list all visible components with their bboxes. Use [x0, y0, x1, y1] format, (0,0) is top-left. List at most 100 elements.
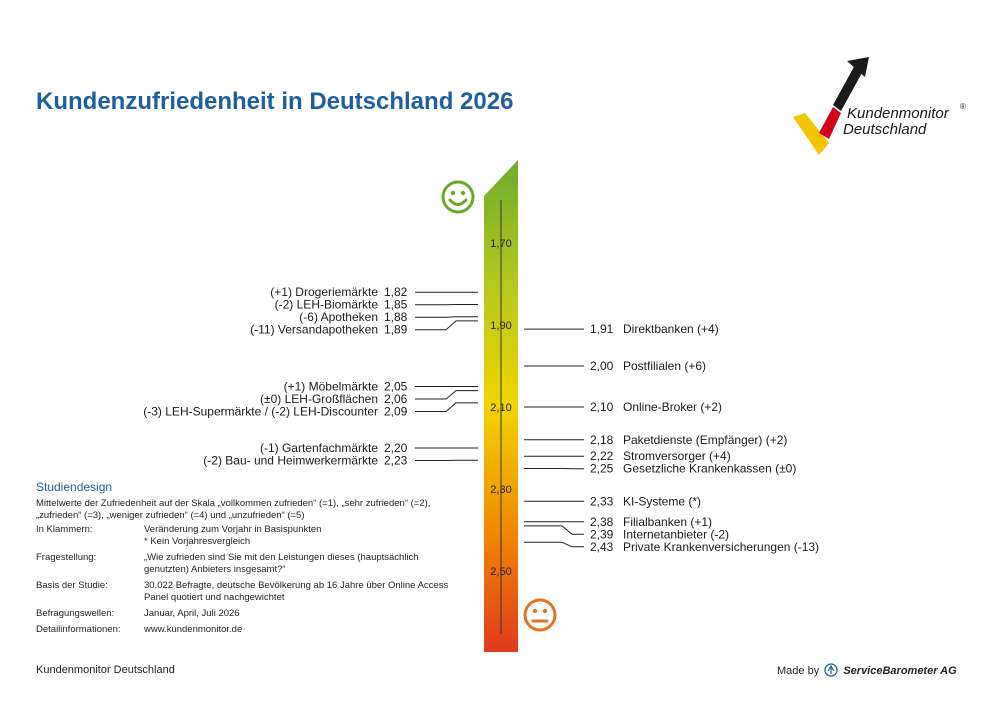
- study-value: 30.022 Befragte, deutsche Bevölkerung ab…: [144, 580, 449, 603]
- right-category-label: Stromversorger (+4): [623, 449, 731, 463]
- study-intro: Mittelwerte der Zufriedenheit auf der Sk…: [36, 498, 431, 521]
- left-category-item: (+1) Möbelmärkte 2,05: [284, 380, 478, 394]
- neutral-smiley-icon: [523, 598, 557, 632]
- study-key: Detailinformationen:: [36, 624, 121, 635]
- study-key: Basis der Studie:: [36, 580, 108, 591]
- footer-made-by: Made by ServiceBarometer AG: [777, 663, 957, 677]
- study-row: Basis der Studie: 30.022 Befragte, deuts…: [36, 576, 466, 604]
- left-category-item: (-2) LEH-Biomärkte 1,85: [275, 298, 478, 312]
- study-row: Fragestellung: „Wie zufrieden sind Sie m…: [36, 548, 466, 576]
- left-leader-line: [415, 402, 478, 412]
- study-row: Befragungswellen: Januar, April, Juli 20…: [36, 604, 466, 620]
- right-category-value: 2,22: [590, 449, 614, 463]
- made-by-label: Made by: [777, 665, 820, 677]
- left-category-label: (-2) Bau- und Heimwerkermärkte: [203, 454, 378, 468]
- left-category-value: 2,06: [384, 392, 408, 406]
- left-category-label: (-2) LEH-Biomärkte: [275, 298, 379, 312]
- right-category-label: Postfilialen (+6): [623, 359, 706, 373]
- left-category-value: 2,09: [384, 405, 408, 419]
- logo-registered: ®: [960, 102, 966, 111]
- left-category-label: (+1) Möbelmärkte: [284, 380, 379, 394]
- left-category-value: 1,88: [384, 310, 408, 324]
- right-category-value: 2,33: [590, 494, 614, 508]
- logo-line1: Kundenmonitor: [847, 105, 950, 122]
- study-value: Veränderung zum Vorjahr in Basispunkten: [144, 524, 322, 535]
- left-category-item: (-3) LEH-Supermärkte / (-2) LEH-Discount…: [143, 402, 478, 419]
- right-category-label: Online-Broker (+2): [623, 400, 722, 414]
- right-leader-line: [524, 525, 584, 535]
- right-category-item: 2,00 Postfilialen (+6): [524, 359, 706, 373]
- study-row: Detailinformationen: www.kundenmonitor.d…: [36, 620, 466, 636]
- right-category-value: 2,18: [590, 433, 614, 447]
- left-category-value: 2,20: [384, 441, 408, 455]
- left-category-label: (±0) LEH-Großflächen: [260, 392, 378, 406]
- left-leader-line: [415, 320, 478, 331]
- left-category-item: (-11) Versandapotheken 1,89: [250, 320, 478, 337]
- left-category-item: (-1) Gartenfachmärkte 2,20: [260, 441, 478, 455]
- right-category-item: 2,18 Paketdienste (Empfänger) (+2): [524, 433, 787, 447]
- scale-tick-label: 2,50: [490, 566, 511, 578]
- right-category-value: 2,00: [590, 359, 614, 373]
- scale-tick-label: 1,70: [490, 238, 511, 250]
- study-heading: Studiendesign: [36, 480, 113, 494]
- right-category-label: Filialbanken (+1): [623, 515, 712, 529]
- left-category-item: (+1) Drogeriemärkte 1,82: [270, 285, 478, 299]
- servicebarometer-icon: [824, 663, 838, 677]
- right-category-item: 2,25 Gesetzliche Krankenkassen (±0): [524, 462, 796, 476]
- study-value: „Wie zufrieden sind Sie mit den Leistung…: [144, 552, 419, 575]
- right-category-item: 2,43 Private Krankenversicherungen (-13): [524, 540, 819, 554]
- study-value[interactable]: www.kundenmonitor.de: [144, 624, 243, 635]
- right-category-value: 1,91: [590, 322, 614, 336]
- study-key: Fragestellung:: [36, 552, 97, 563]
- right-category-label: Gesetzliche Krankenkassen (±0): [623, 462, 796, 476]
- scale-tick-label: 1,90: [490, 320, 511, 332]
- right-category-value: 2,25: [590, 462, 614, 476]
- servicebarometer-brand: ServiceBarometer AG: [843, 665, 957, 677]
- right-category-value: 2,38: [590, 515, 614, 529]
- left-category-value: 1,89: [384, 323, 408, 337]
- study-value: Januar, April, Juli 2026: [144, 608, 240, 619]
- right-category-value: 2,39: [590, 527, 614, 541]
- study-key: In Klammern:: [36, 524, 93, 535]
- left-category-value: 2,05: [384, 380, 408, 394]
- footer-left-text: Kundenmonitor Deutschland: [36, 664, 175, 676]
- left-category-value: 1,85: [384, 298, 408, 312]
- left-category-item: (-6) Apotheken 1,88: [299, 310, 478, 324]
- kundenmonitor-logo: Kundenmonitor ® Deutschland: [785, 55, 985, 165]
- left-category-label: (-3) LEH-Supermärkte / (-2) LEH-Discount…: [143, 405, 378, 419]
- study-table: In Klammern: Veränderung zum Vorjahr in …: [36, 524, 466, 636]
- left-category-item: (-2) Bau- und Heimwerkermärkte 2,23: [203, 454, 478, 468]
- right-category-value: 2,43: [590, 540, 614, 554]
- right-category-item: 2,10 Online-Broker (+2): [524, 400, 722, 414]
- right-category-item: 2,38 Filialbanken (+1): [524, 515, 712, 529]
- right-category-label: Paketdienste (Empfänger) (+2): [623, 433, 787, 447]
- scale-tick-label: 2,10: [490, 402, 511, 414]
- left-category-value: 2,23: [384, 454, 408, 468]
- left-leader-line: [415, 390, 478, 400]
- scale-tick-label: 2,30: [490, 484, 511, 496]
- left-category-label: (-6) Apotheken: [299, 310, 378, 324]
- right-category-label: Direktbanken (+4): [623, 322, 719, 336]
- study-key: Befragungswellen:: [36, 608, 115, 619]
- right-category-value: 2,10: [590, 400, 614, 414]
- left-category-value: 1,82: [384, 285, 408, 299]
- right-leader-line: [524, 541, 584, 548]
- right-category-item: 2,33 KI-Systeme (*): [524, 494, 701, 508]
- happy-smiley-icon: [441, 180, 475, 214]
- study-design: Studiendesign Mittelwerte der Zufriedenh…: [36, 481, 466, 636]
- right-category-label: Private Krankenversicherungen (-13): [623, 540, 819, 554]
- left-category-label: (+1) Drogeriemärkte: [270, 285, 378, 299]
- right-category-item: 2,22 Stromversorger (+4): [524, 449, 731, 463]
- study-extra: * Kein Vorjahresvergleich: [144, 536, 251, 547]
- page-title: Kundenzufriedenheit in Deutschland 2026: [36, 88, 514, 115]
- left-category-label: (-11) Versandapotheken: [250, 323, 378, 337]
- left-category-label: (-1) Gartenfachmärkte: [260, 441, 378, 455]
- left-category-item: (±0) LEH-Großflächen 2,06: [260, 390, 478, 406]
- right-category-label: Internetanbieter (-2): [623, 527, 729, 541]
- right-category-item: 2,39 Internetanbieter (-2): [524, 525, 729, 541]
- right-category-label: KI-Systeme (*): [623, 494, 701, 508]
- logo-line2: Deutschland: [843, 121, 927, 138]
- right-category-item: 1,91 Direktbanken (+4): [524, 322, 719, 336]
- study-row: In Klammern: Veränderung zum Vorjahr in …: [36, 524, 466, 548]
